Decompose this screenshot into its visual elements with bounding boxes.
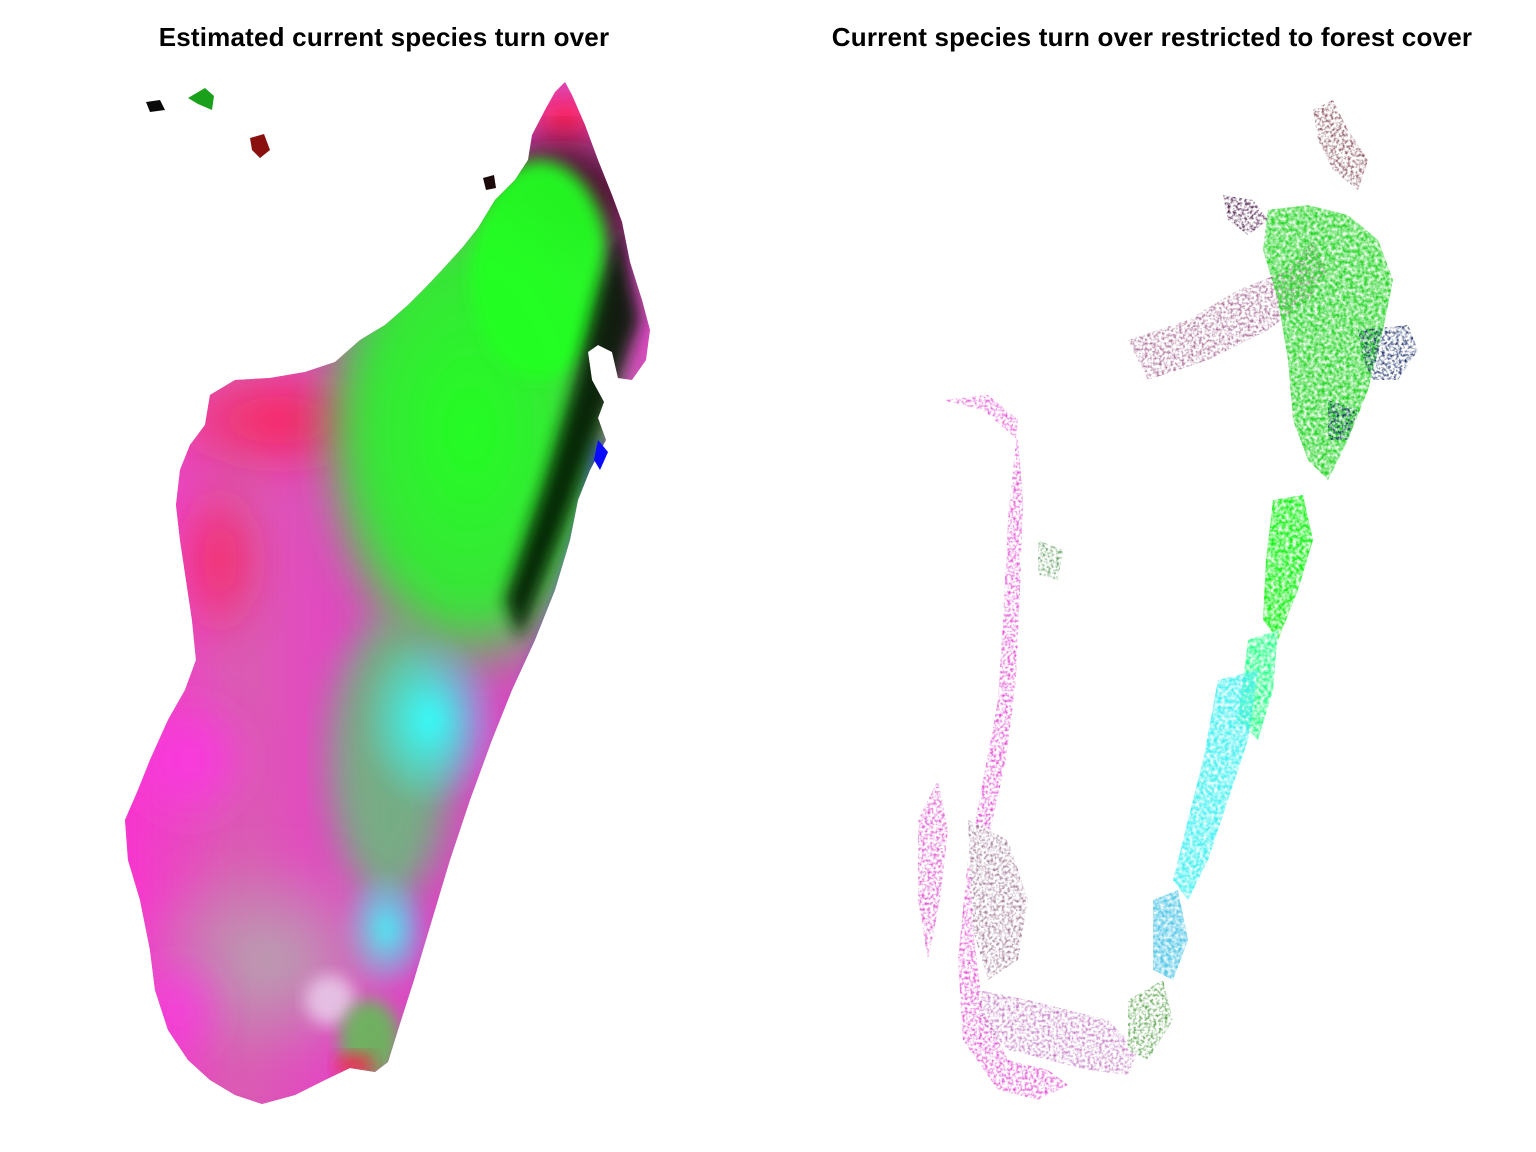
offshore-island xyxy=(594,440,608,470)
turnover-map-forest xyxy=(918,100,1418,1100)
offshore-island xyxy=(146,100,165,112)
forest-east-green xyxy=(1238,205,1393,740)
offshore-island xyxy=(483,175,496,190)
turnover-map-full xyxy=(125,82,650,1104)
right-map-panel: Current species turn over restricted to … xyxy=(768,0,1536,1152)
right-panel-title: Current species turn over restricted to … xyxy=(831,22,1473,52)
offshore-island xyxy=(188,88,214,110)
left-panel-title: Estimated current species turn over xyxy=(158,22,610,52)
forest-west-band xyxy=(918,395,1068,1100)
forest-south xyxy=(978,540,1173,1075)
offshore-island xyxy=(250,134,270,158)
forest-southeast-cyan xyxy=(1153,670,1258,980)
left-map-panel: Estimated current species turn over xyxy=(125,22,650,1104)
forest-east-blue xyxy=(1328,325,1418,440)
